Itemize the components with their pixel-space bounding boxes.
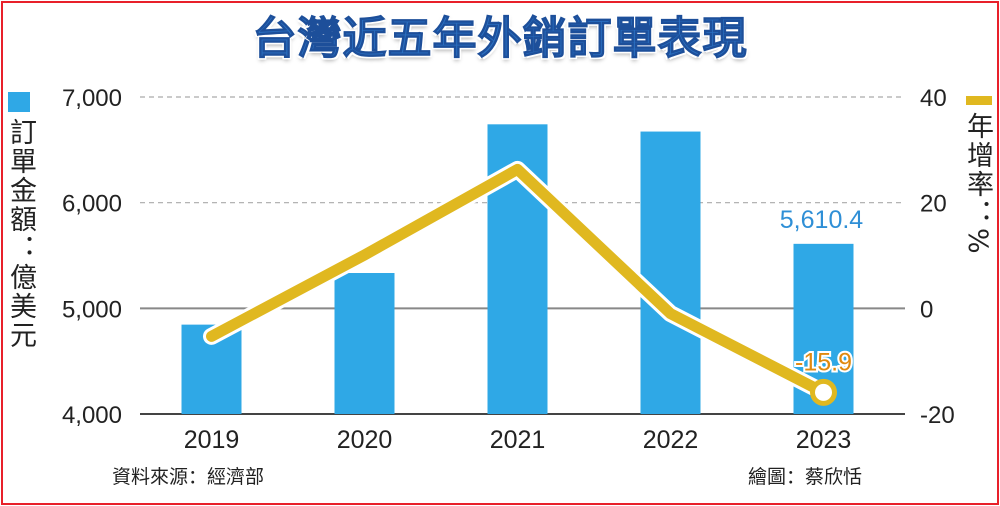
bar-2020 xyxy=(334,273,395,414)
line-value-label: -15.9 xyxy=(795,348,852,376)
left-axis-label: 訂單金額：億美元 xyxy=(5,118,36,350)
legend-line-swatch xyxy=(966,96,992,105)
right-axis-label: 年增率：% xyxy=(962,112,993,256)
left-tick-label: 5,000 xyxy=(62,296,122,323)
bar-value-label: 5,610.4 xyxy=(780,206,864,234)
left-tick-label: 7,000 xyxy=(62,85,122,112)
credit-note: 繪圖：蔡欣恬 xyxy=(748,466,863,488)
chart-title: 台灣近五年外銷訂單表現 xyxy=(252,13,748,65)
x-tick-label: 2020 xyxy=(337,426,393,454)
left-tick-label: 4,000 xyxy=(62,402,122,429)
bar-2022 xyxy=(640,131,701,415)
right-tick-label: 20 xyxy=(920,191,947,218)
x-tick-label: 2023 xyxy=(796,426,852,454)
x-tick-label: 2021 xyxy=(490,426,546,454)
legend-bar-swatch xyxy=(8,92,30,112)
right-tick-label: -20 xyxy=(920,402,955,429)
x-tick-label: 2019 xyxy=(184,426,240,454)
left-tick-label: 6,000 xyxy=(62,191,122,218)
x-tick-label: 2022 xyxy=(643,426,699,454)
right-tick-label: 40 xyxy=(920,85,947,112)
right-tick-label: 0 xyxy=(920,296,933,323)
source-note: 資料來源：經濟部 xyxy=(112,466,265,488)
growth-endpoint-marker xyxy=(810,378,837,406)
